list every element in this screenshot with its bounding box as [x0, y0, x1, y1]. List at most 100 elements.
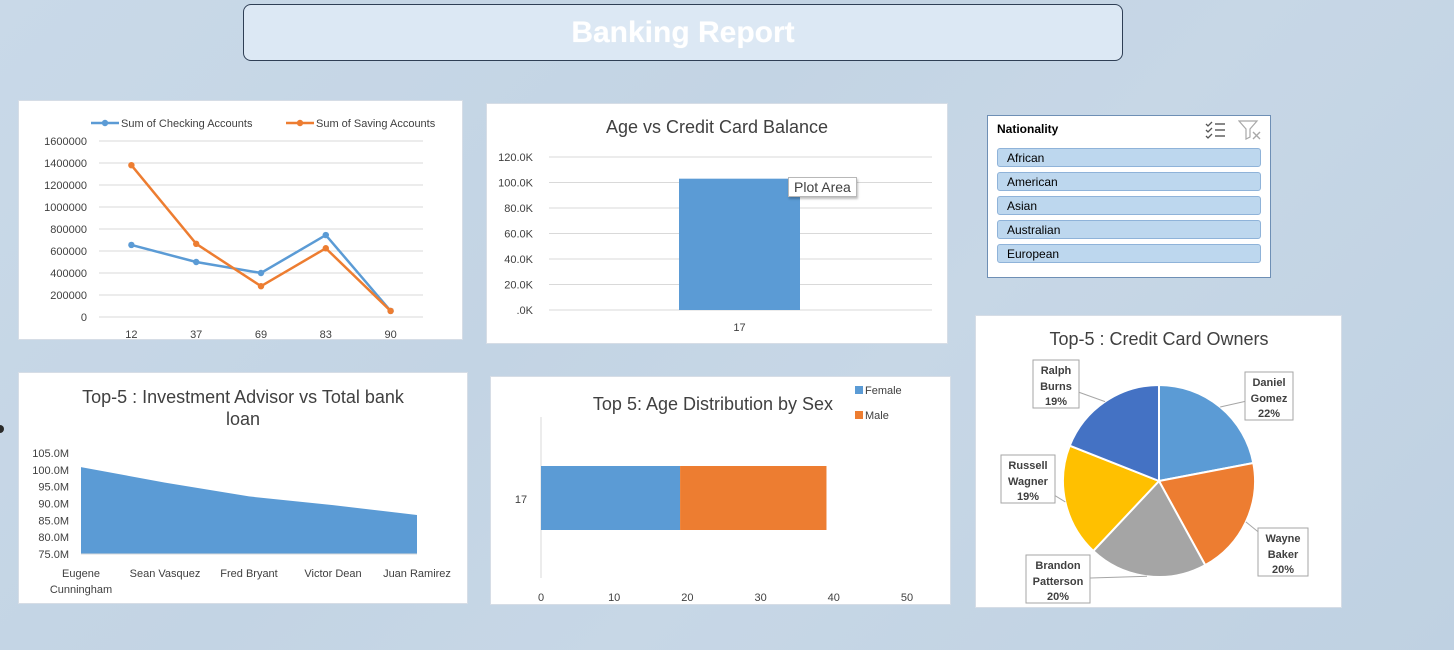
report-title: Banking Report: [571, 15, 795, 49]
callout-box: [1000, 454, 1056, 504]
y-tick-label: 1200000: [44, 180, 87, 192]
slice-name-last: Patterson: [1033, 576, 1084, 588]
data-point: [322, 245, 329, 252]
slicer-item-australian[interactable]: Australian: [997, 220, 1261, 239]
slice-percent-label: 19%: [1045, 396, 1067, 408]
chart-title: Top-5 : Credit Card Owners: [1049, 329, 1268, 349]
data-point: [128, 162, 135, 169]
x-tick-label: 17: [733, 322, 745, 334]
legend-label: Sum of Saving Accounts: [316, 118, 436, 130]
age-sex-chart[interactable]: Top 5: Age Distribution by Sex 0 10 20 30 40 5…: [490, 376, 951, 605]
chart-title: Top-5 : Investment Advisor vs Total bank…: [82, 387, 405, 429]
x-tick-label: Eugene Cunningham: [50, 568, 112, 596]
y-tick-label: 800000: [50, 224, 87, 236]
legend-label: Male: [865, 410, 889, 422]
nationality-slicer[interactable]: Nationality African American Asian Austr…: [987, 115, 1271, 278]
legend-swatch: [855, 411, 863, 419]
x-tick-label: Fred Bryant: [220, 568, 277, 580]
y-tick-label: 0: [81, 312, 87, 324]
pie-slice: [1158, 383, 1255, 483]
slice-name-last: Burns: [1040, 381, 1072, 393]
x-tick-label: 69: [255, 329, 267, 341]
y-tick-label: 600000: [50, 246, 87, 258]
pie-slice: [1068, 383, 1160, 483]
chart-title: Top 5: Age Distribution by Sex: [593, 394, 833, 414]
legend-marker: [101, 119, 109, 127]
callout-box: [1032, 359, 1080, 409]
slicer-item-american[interactable]: American: [997, 172, 1261, 191]
legend-marker: [296, 119, 304, 127]
slice-percent-label: 20%: [1047, 591, 1069, 603]
y-tick-label: 400000: [50, 268, 87, 280]
y-tick-label: 1000000: [44, 202, 87, 214]
callout-box: [1257, 527, 1309, 577]
y-tick-label: 40.0K: [504, 254, 533, 266]
slice-percent-label: 20%: [1272, 564, 1294, 576]
y-tick-label: 100.0K: [498, 178, 534, 190]
slicer-item-asian[interactable]: Asian: [997, 196, 1261, 215]
card-owners-pie-chart[interactable]: Top-5 : Credit Card Owners Daniel Gomez 22%…: [975, 315, 1342, 608]
y-tick-label: 60.0K: [504, 229, 533, 241]
slicer-item-european[interactable]: European: [997, 244, 1261, 263]
callout-box: [1244, 371, 1294, 421]
y-tick-label: 200000: [50, 290, 87, 302]
y-tick-label: 120.0K: [498, 152, 534, 164]
bar: [679, 178, 800, 310]
y-tick-label: 80.0K: [504, 203, 533, 215]
data-point: [257, 269, 265, 277]
slice-name-first: Russell: [1008, 460, 1047, 472]
pie-slice: [1091, 479, 1207, 578]
x-tick-label: 30: [754, 592, 766, 604]
x-tick-label: 50: [901, 592, 913, 604]
data-point: [128, 241, 135, 249]
x-tick-label: 0: [538, 592, 544, 604]
slice-name-first: Ralph: [1041, 365, 1072, 377]
report-title-bar: Banking Report: [243, 4, 1123, 61]
x-tick-label: 10: [608, 592, 620, 604]
x-tick-label: Sean Vasquez: [130, 568, 201, 580]
x-tick-label: 40: [828, 592, 840, 604]
clear-filter-icon[interactable]: [1238, 120, 1262, 140]
y-tick-label: 20.0K: [504, 280, 533, 292]
edge-handle: [0, 425, 4, 433]
x-tick-label: Juan Ramirez: [383, 568, 451, 580]
y-tick-label: 1600000: [44, 136, 87, 148]
chart-title: Age vs Credit Card Balance: [606, 117, 828, 137]
x-tick-label: 20: [681, 592, 693, 604]
pie-slice: [1157, 461, 1256, 567]
data-point: [193, 258, 200, 266]
y-tick-label: 90.0M: [38, 499, 69, 511]
x-tick-label: 83: [320, 329, 332, 341]
data-point: [193, 240, 200, 248]
y-tick-label: 95.0M: [38, 482, 69, 494]
data-point: [322, 231, 329, 239]
y-tick-label: 75.0M: [38, 549, 69, 561]
y-tick-label: 17: [515, 494, 527, 506]
y-tick-label: 105.0M: [32, 448, 69, 460]
y-tick-label: .0K: [516, 305, 533, 317]
slice-percent-label: 22%: [1258, 408, 1280, 420]
slice-name-last: Gomez: [1251, 393, 1288, 405]
slice-name-first: Brandon: [1035, 560, 1081, 572]
slicer-title: Nationality: [997, 122, 1059, 136]
slicer-item-african[interactable]: African: [997, 148, 1261, 167]
x-tick-label: 12: [125, 329, 137, 341]
plot-area-tooltip: Plot Area: [788, 177, 857, 197]
x-tick-label: 90: [384, 329, 396, 341]
x-tick-label: Victor Dean: [304, 568, 361, 580]
data-point: [387, 307, 394, 315]
x-tick-label: 37: [190, 329, 202, 341]
advisor-loan-chart[interactable]: Top-5 : Investment Advisor vs Total bank…: [18, 372, 468, 604]
accounts-line-chart[interactable]: 0 200000 400000 600000 800000 1000000 1200000 1…: [18, 100, 463, 341]
y-tick-label: 85.0M: [38, 515, 69, 527]
bar-segment: [680, 466, 827, 530]
multi-select-icon[interactable]: [1205, 120, 1227, 140]
callout-box: [1025, 554, 1091, 604]
age-balance-chart[interactable]: Age vs Credit Card Balance .0K 20.0K 40.0K 6…: [486, 103, 948, 344]
y-tick-label: 100.0M: [32, 465, 69, 477]
legend-swatch: [855, 386, 863, 394]
slice-name-last: Baker: [1268, 549, 1299, 561]
slice-name-last: Wagner: [1008, 476, 1049, 488]
bar-segment: [541, 466, 681, 530]
slice-name-first: Daniel: [1252, 377, 1285, 389]
